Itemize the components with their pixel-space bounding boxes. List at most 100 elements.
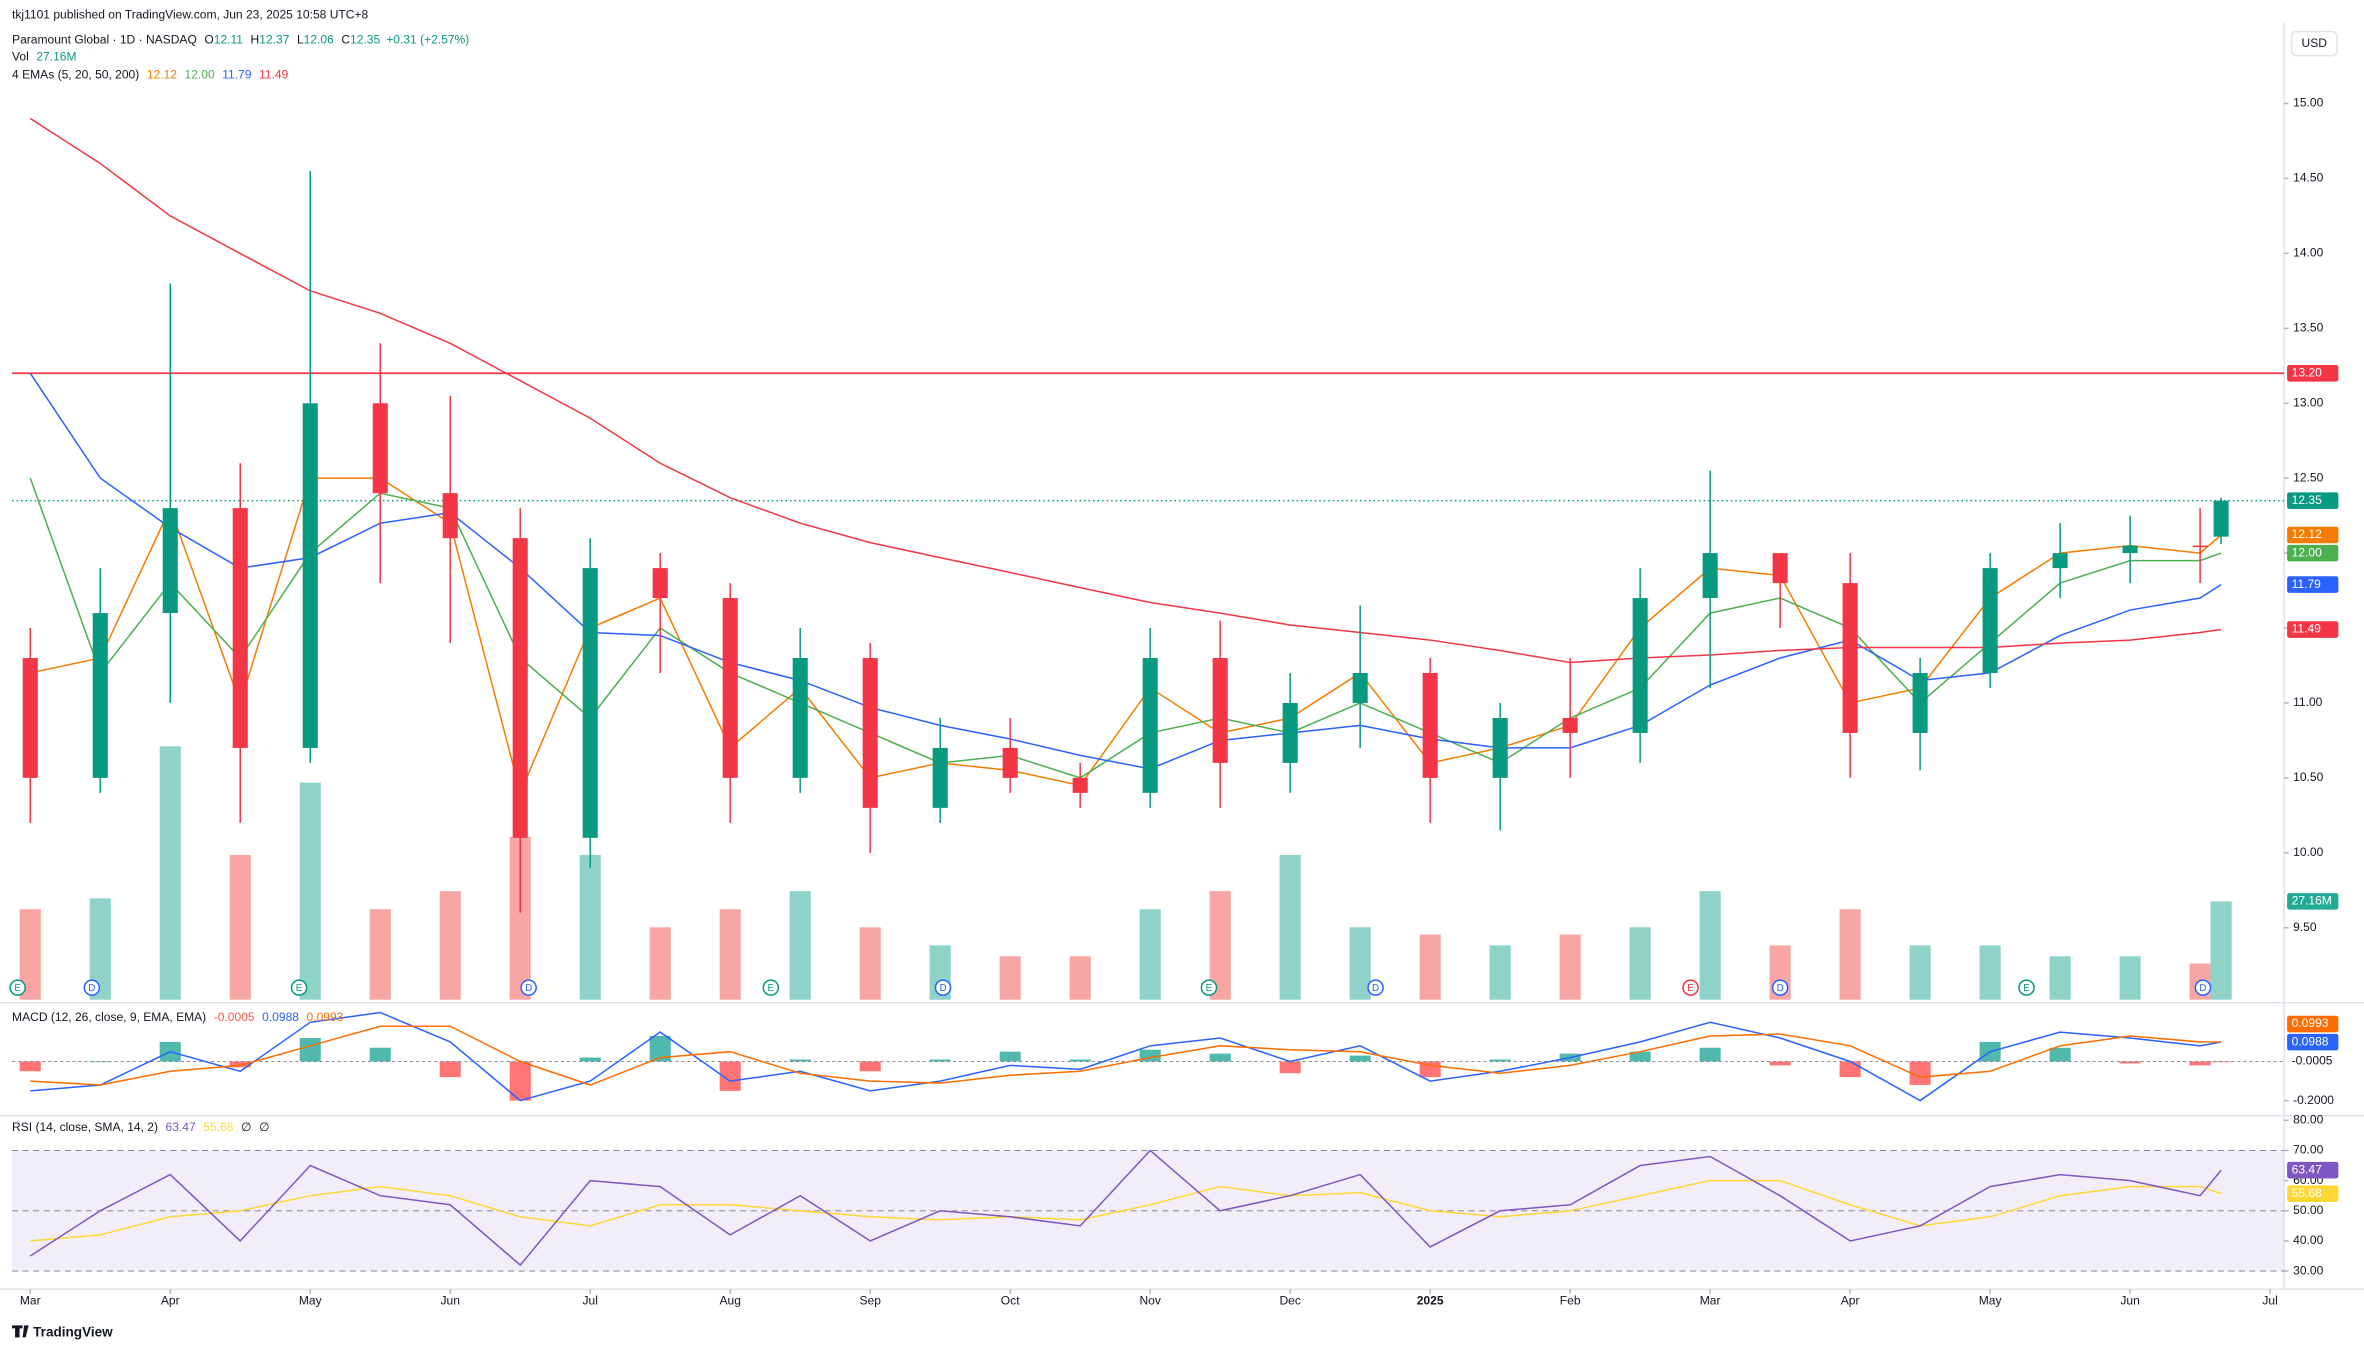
legend-item: 0.0993 (307, 1010, 344, 1024)
candle-body (1842, 583, 1858, 733)
candle-body (932, 747, 948, 808)
event-label: E (1206, 983, 1213, 994)
candle-body (652, 568, 668, 599)
histogram-bar (1069, 1059, 1091, 1062)
price-badge (2287, 1185, 2339, 1202)
rsi-line (29, 1149, 2222, 1267)
legend-item: MACD (12, 26, close, 9, EMA, EMA) (12, 1010, 206, 1024)
histogram-bar (999, 1051, 1021, 1062)
price-badge-label: 12.12 (2292, 527, 2322, 541)
histogram-bar (1139, 1049, 1161, 1062)
event-marker (290, 979, 308, 996)
legend-item: 27.16M (36, 49, 76, 63)
candle-body (1142, 658, 1158, 793)
price-badge-label: 12.35 (2292, 493, 2322, 507)
y-tick-label: 10.50 (2293, 770, 2323, 784)
x-tick-label: May (1979, 1293, 2002, 1307)
histogram-bar (89, 1061, 111, 1063)
event-marker (2194, 979, 2212, 996)
candle-body (1632, 598, 1648, 733)
candle-body (1492, 717, 1508, 778)
histogram-bar (1209, 1053, 1231, 1062)
candle-body (442, 493, 458, 539)
event-label: E (768, 983, 775, 994)
legend-item: 11.49 (259, 68, 289, 82)
y-tick-label: 30.00 (2293, 1263, 2323, 1277)
volume-bar (1979, 945, 2001, 1000)
y-tick-label: 80.00 (2293, 1112, 2323, 1126)
histogram-bar (229, 1061, 251, 1068)
volume-bar (789, 891, 811, 1000)
volume-bar (229, 854, 251, 1000)
candle-body (792, 658, 808, 778)
event-label: D (88, 983, 95, 994)
histogram-bar (929, 1059, 951, 1062)
volume-bar (579, 854, 601, 1000)
event-label: D (939, 983, 946, 994)
y-tick-label: 15.00 (2293, 96, 2323, 110)
y-tick-label: -0.2000 (2293, 1093, 2334, 1107)
histogram-bar (369, 1047, 391, 1062)
legend-item: 12.11 (214, 33, 244, 47)
price-badge (2287, 1033, 2339, 1051)
volume-bar (1489, 945, 1511, 1000)
price-badge-label: 13.20 (2292, 365, 2322, 379)
volume-bar (299, 782, 321, 1000)
legend-item: ∅ (259, 1120, 269, 1134)
price-badge (2287, 576, 2339, 593)
legend-item: C (341, 33, 350, 47)
candle-body (22, 658, 38, 778)
legend-item: -0.0005 (214, 1010, 255, 1024)
histogram-bar (439, 1061, 461, 1078)
price-badge (2287, 1015, 2339, 1033)
event-label: D (2199, 983, 2206, 994)
legend-item: 12.37 (259, 33, 289, 47)
histogram-bar (299, 1037, 321, 1062)
price-badge (2287, 1161, 2339, 1179)
x-tick-label: Oct (1001, 1293, 1020, 1307)
legend-row: 4 EMAs (5, 20, 50, 200) 12.12 12.00 11.79 11… (12, 68, 289, 82)
y-tick-label: 40.00 (2293, 1233, 2323, 1247)
volume-bar (19, 909, 41, 1000)
histogram-bar (19, 1061, 41, 1072)
price-badge (2287, 544, 2339, 562)
x-tick-label: Dec (1279, 1293, 1300, 1307)
x-tick-label: Feb (1560, 1293, 1581, 1307)
y-tick-label: 13.50 (2293, 321, 2323, 335)
histogram-bar (1839, 1061, 1861, 1078)
candle-body (1072, 777, 1088, 793)
legend-item: 12.00 (185, 68, 215, 82)
brand: TradingView (33, 1324, 113, 1339)
legend-item: +0.31 (+2.57%) (386, 33, 469, 47)
histogram-bar (509, 1061, 531, 1101)
legend-item: 12.12 (147, 68, 177, 82)
x-tick-label: Apr (1841, 1293, 1860, 1307)
histogram-bar (859, 1061, 881, 1072)
event-label: E (14, 983, 21, 994)
candle-body (1982, 568, 1998, 673)
volume-bar (1349, 927, 1371, 1000)
volume-bar (1419, 934, 1441, 1000)
legend-item: 63.47 (166, 1120, 196, 1134)
candle-body (2052, 553, 2068, 569)
candle-body (302, 403, 318, 748)
legend-item: ∅ (241, 1120, 251, 1134)
currency[interactable]: USD (2302, 36, 2328, 50)
histogram-bar (579, 1057, 601, 1062)
candle-body (2192, 545, 2208, 548)
legend-item: Paramount Global · 1D · NASDAQ (12, 33, 197, 47)
legend-row: RSI (14, close, SMA, 14, 2) 63.47 55.68 ∅ ∅ (12, 1120, 269, 1134)
histogram-bar (649, 1036, 671, 1062)
histogram-bar (719, 1061, 741, 1091)
y-tick-label: 14.00 (2293, 246, 2323, 260)
y-tick-label: 12.50 (2293, 470, 2323, 484)
y-tick-label: 9.50 (2293, 920, 2317, 934)
candle-body (1282, 702, 1298, 763)
brand-logo (12, 1325, 29, 1338)
event-label: E (2023, 983, 2030, 994)
currency-button[interactable] (2290, 30, 2338, 57)
candle-body (1562, 717, 1578, 733)
histogram-bar (1349, 1055, 1371, 1062)
legend-item: H (251, 33, 260, 47)
